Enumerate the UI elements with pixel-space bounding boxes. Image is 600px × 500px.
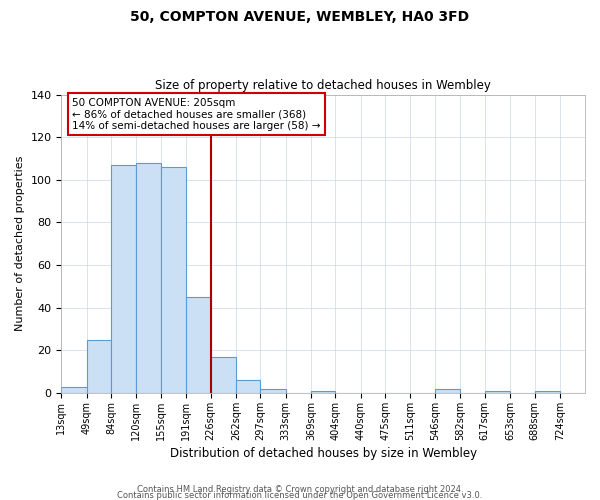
Bar (211, 357, 236, 393)
Bar (260, 389, 286, 393)
Bar (435, 389, 460, 393)
Text: 50 COMPTON AVENUE: 205sqm
← 86% of detached houses are smaller (368)
14% of semi: 50 COMPTON AVENUE: 205sqm ← 86% of detac… (72, 98, 320, 130)
Bar (111, 165, 136, 393)
Bar (535, 391, 560, 393)
Text: Contains public sector information licensed under the Open Government Licence v3: Contains public sector information licen… (118, 490, 482, 500)
Bar (311, 391, 335, 393)
Bar (236, 380, 260, 393)
Bar (61, 386, 86, 393)
Bar (161, 167, 186, 393)
Text: Contains HM Land Registry data © Crown copyright and database right 2024.: Contains HM Land Registry data © Crown c… (137, 484, 463, 494)
Y-axis label: Number of detached properties: Number of detached properties (15, 156, 25, 332)
Bar (86, 340, 111, 393)
Title: Size of property relative to detached houses in Wembley: Size of property relative to detached ho… (155, 79, 491, 92)
Bar (485, 391, 510, 393)
Bar (136, 163, 161, 393)
Bar (186, 297, 211, 393)
Text: 50, COMPTON AVENUE, WEMBLEY, HA0 3FD: 50, COMPTON AVENUE, WEMBLEY, HA0 3FD (130, 10, 470, 24)
X-axis label: Distribution of detached houses by size in Wembley: Distribution of detached houses by size … (170, 447, 477, 460)
